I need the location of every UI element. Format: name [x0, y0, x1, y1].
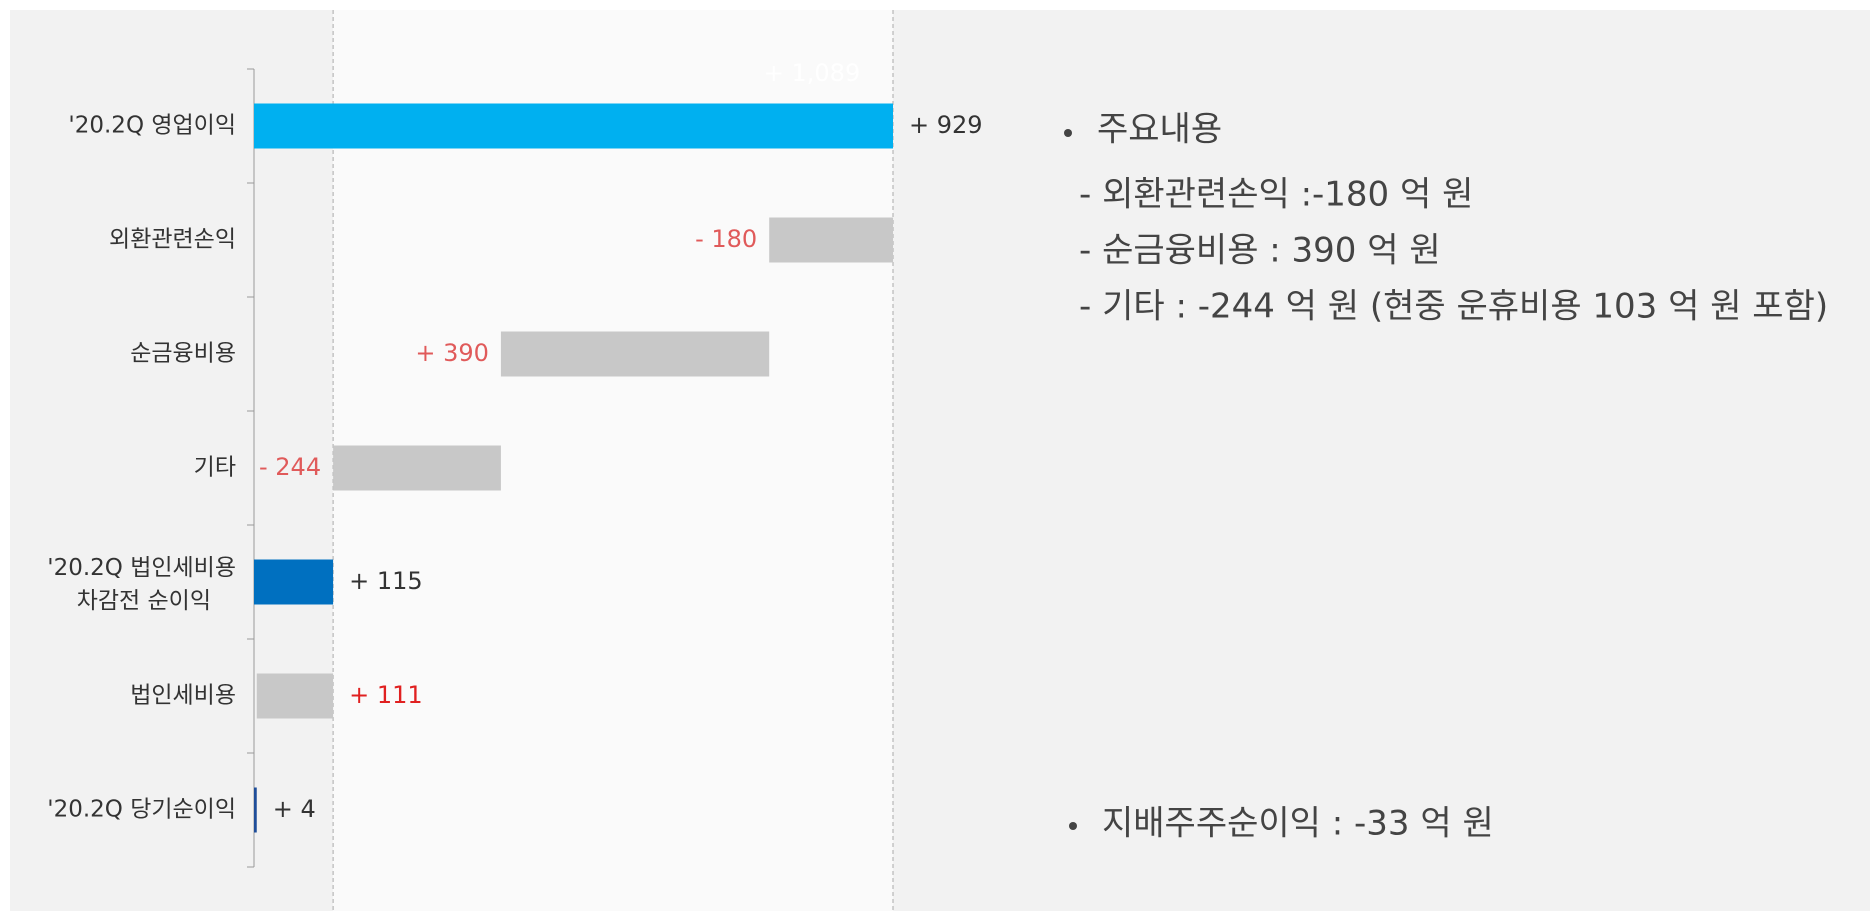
bar [769, 217, 893, 263]
bar [254, 787, 257, 833]
bar [254, 103, 893, 149]
y-tick-label: 법인세비용 [130, 683, 236, 709]
bar [333, 445, 501, 491]
value-label: + 4 [273, 795, 316, 823]
value-label: + 111 [349, 681, 423, 709]
annotation: + 1,089 [764, 59, 860, 87]
y-tick-label-line: 차감전 순이익 [77, 588, 211, 614]
y-tick-label: '20.2Q 영업이익 [68, 113, 236, 139]
y-tick-label: 외환관련손익 [109, 227, 236, 253]
note-item: - 순금융비용 : 390 억 원 [1079, 231, 1441, 271]
bar [256, 673, 334, 719]
note-item: - 기타 : -244 억 원 (현중 운휴비용 103 억 원 포함) [1079, 287, 1828, 327]
bar [254, 559, 334, 605]
y-tick-label: '20.2Q 당기순이익 [47, 797, 236, 823]
y-tick-label: 기타 [194, 455, 236, 481]
y-tick-label: 순금융비용 [130, 341, 236, 367]
value-label: + 390 [415, 339, 489, 367]
bar [500, 331, 770, 377]
bullet [1069, 822, 1077, 830]
notes-summary: 지배주주순이익 : -33 억 원 [1102, 804, 1494, 844]
panel [10, 10, 1870, 911]
value-label: + 929 [909, 111, 983, 139]
value-label: - 180 [695, 225, 757, 253]
note-item: - 외환관련손익 :-180 억 원 [1079, 175, 1473, 215]
notes-heading: 주요내용 [1097, 110, 1222, 150]
y-tick-label-line: '20.2Q 법인세비용 [47, 555, 236, 581]
value-label: + 115 [349, 567, 423, 595]
bullet [1064, 129, 1072, 137]
value-label: - 244 [259, 453, 321, 481]
